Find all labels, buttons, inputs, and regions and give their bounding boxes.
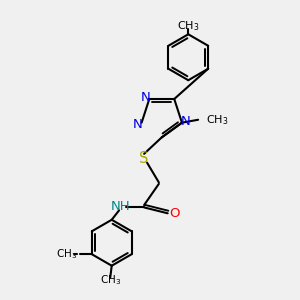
Text: S: S: [140, 151, 149, 166]
Text: N: N: [141, 91, 150, 104]
Text: O: O: [169, 207, 179, 220]
Text: CH$_3$: CH$_3$: [100, 274, 121, 287]
Text: CH$_3$: CH$_3$: [56, 247, 77, 261]
Text: NH: NH: [111, 200, 130, 213]
Text: N: N: [133, 118, 143, 131]
Text: N: N: [181, 115, 190, 128]
Text: CH$_3$: CH$_3$: [206, 113, 229, 127]
Text: CH$_3$: CH$_3$: [177, 19, 200, 33]
